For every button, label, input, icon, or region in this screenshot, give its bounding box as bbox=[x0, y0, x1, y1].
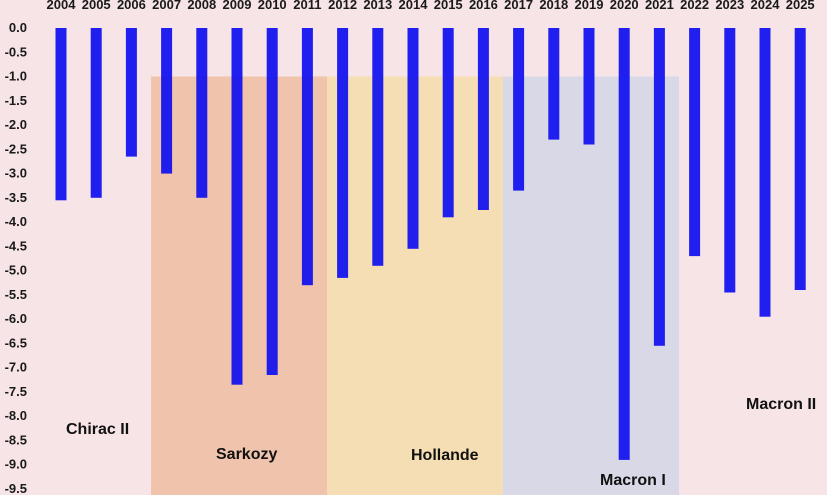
bar-2017 bbox=[513, 28, 525, 191]
y-tick-label: -5.0 bbox=[5, 263, 27, 278]
y-tick-label: -1.5 bbox=[5, 93, 27, 108]
x-tick-label: 2006 bbox=[117, 0, 146, 12]
bars bbox=[55, 28, 806, 460]
y-tick-label: -6.5 bbox=[5, 335, 27, 350]
x-tick-label: 2011 bbox=[293, 0, 321, 12]
bar-2018 bbox=[548, 28, 560, 140]
x-tick-label: 2022 bbox=[680, 0, 709, 12]
bar-2011 bbox=[301, 28, 313, 286]
bar-2007 bbox=[161, 28, 173, 174]
bar-2024 bbox=[759, 28, 771, 317]
y-tick-label: -9.5 bbox=[5, 481, 27, 495]
y-tick-label: -3.0 bbox=[5, 166, 27, 181]
y-axis-tick-labels: 0.0 -0.5 -1.0 -1.5 -2.0 -2.5 -3.0 -3.5 -4.0 -4.5 -… bbox=[5, 20, 27, 495]
period-label-macron-ii: Macron II bbox=[746, 396, 816, 413]
x-tick-label: 2009 bbox=[223, 0, 252, 12]
y-tick-label: -5.5 bbox=[5, 287, 27, 302]
bar-2020 bbox=[618, 28, 630, 460]
y-tick-label: -9.0 bbox=[5, 457, 27, 472]
x-tick-label: 2020 bbox=[610, 0, 639, 12]
x-tick-label: 2025 bbox=[786, 0, 815, 12]
y-tick-label: -6.0 bbox=[5, 311, 27, 326]
bar-2014 bbox=[407, 28, 419, 249]
bar-2019 bbox=[583, 28, 595, 145]
y-tick-label: -4.0 bbox=[5, 214, 27, 229]
bar-2022 bbox=[689, 28, 701, 257]
x-tick-label: 2005 bbox=[82, 0, 111, 12]
y-tick-label: -8.0 bbox=[5, 408, 27, 423]
bar-2013 bbox=[372, 28, 384, 266]
x-tick-label: 2014 bbox=[399, 0, 429, 12]
y-tick-label: -7.0 bbox=[5, 360, 27, 375]
x-tick-label: 2015 bbox=[434, 0, 463, 12]
y-tick-label: -1.0 bbox=[5, 69, 27, 84]
bar-2015 bbox=[442, 28, 454, 218]
x-tick-label: 2016 bbox=[469, 0, 498, 12]
bar-2008 bbox=[196, 28, 208, 198]
x-axis-tick-labels: 2004 2005 2006 2007 2008 2009 2010 2011 2012 2013… bbox=[47, 0, 815, 12]
period-label-macron-i: Macron I bbox=[600, 472, 666, 489]
period-label-hollande: Hollande bbox=[411, 447, 479, 464]
bar-2012 bbox=[337, 28, 349, 278]
bar-2006 bbox=[125, 28, 137, 157]
x-tick-label: 2004 bbox=[47, 0, 77, 12]
y-tick-label: -2.0 bbox=[5, 117, 27, 132]
y-tick-label: -8.5 bbox=[5, 433, 27, 448]
x-tick-label: 2008 bbox=[187, 0, 216, 12]
period-label-sarkozy: Sarkozy bbox=[216, 446, 277, 463]
bar-2005 bbox=[90, 28, 102, 198]
bar-2010 bbox=[266, 28, 278, 375]
bar-2025 bbox=[794, 28, 806, 290]
bar-2004 bbox=[55, 28, 67, 201]
y-tick-label: -2.5 bbox=[5, 141, 27, 156]
x-tick-label: 2017 bbox=[504, 0, 533, 12]
x-tick-label: 2018 bbox=[539, 0, 568, 12]
y-tick-label: -3.5 bbox=[5, 190, 27, 205]
x-tick-label: 2019 bbox=[575, 0, 604, 12]
y-tick-label: 0.0 bbox=[9, 20, 27, 35]
x-tick-label: 2023 bbox=[715, 0, 744, 12]
x-tick-label: 2007 bbox=[152, 0, 181, 12]
y-tick-label: -0.5 bbox=[5, 44, 27, 59]
x-tick-label: 2010 bbox=[258, 0, 287, 12]
bar-2023 bbox=[724, 28, 736, 293]
x-tick-label: 2021 bbox=[645, 0, 674, 12]
bar-2009 bbox=[231, 28, 243, 385]
y-tick-label: -4.5 bbox=[5, 238, 27, 253]
y-tick-label: -7.5 bbox=[5, 384, 27, 399]
period-label-chirac-ii: Chirac II bbox=[66, 421, 129, 438]
bar-2016 bbox=[477, 28, 489, 210]
x-tick-label: 2024 bbox=[751, 0, 781, 12]
bar-2021 bbox=[653, 28, 665, 346]
x-tick-label: 2012 bbox=[328, 0, 357, 12]
x-tick-label: 2013 bbox=[363, 0, 392, 12]
period-band-macron-i bbox=[503, 76, 679, 495]
